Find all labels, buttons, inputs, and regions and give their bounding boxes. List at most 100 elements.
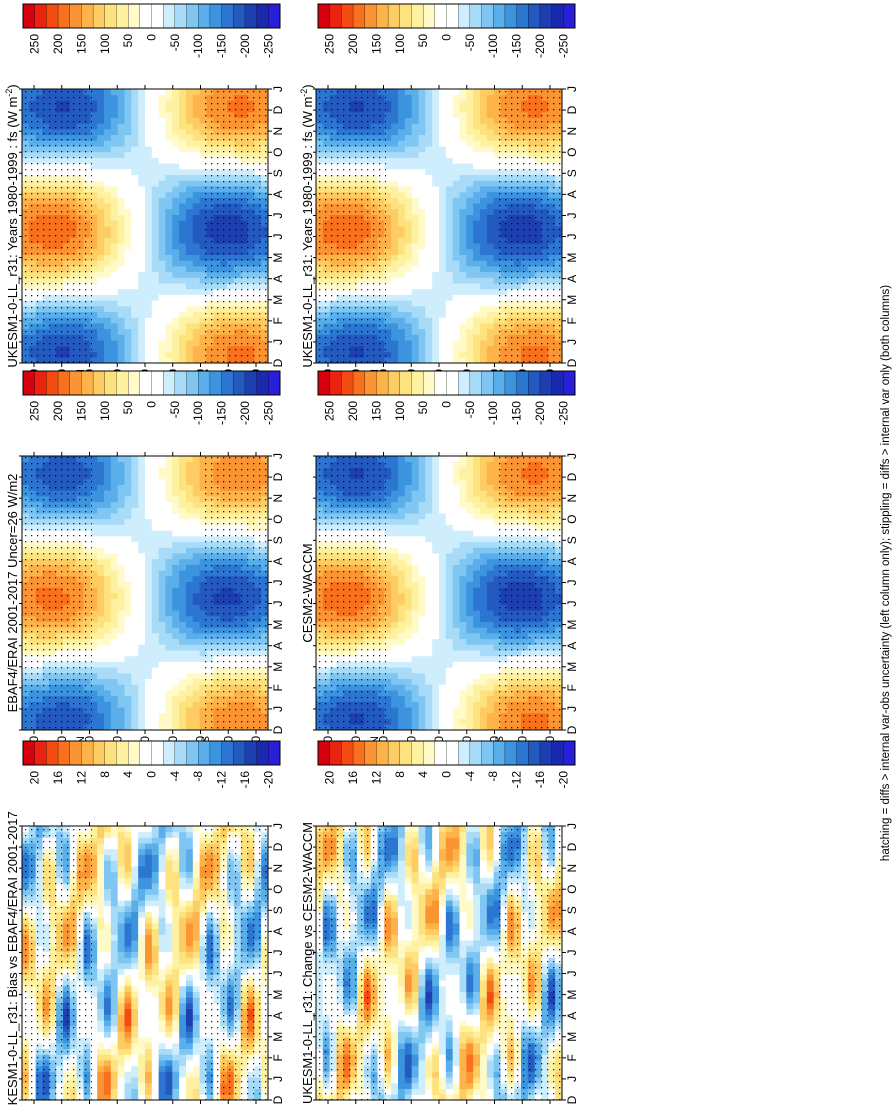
colorbar-swatch <box>174 370 187 396</box>
colorbar-swatch <box>163 370 176 396</box>
colorbar-tick-label: -4 <box>463 771 477 782</box>
colorbar-tick-label: 250 <box>323 34 337 54</box>
colorbar-tick-label: 8 <box>98 771 112 778</box>
colorbar-swatch <box>516 370 529 396</box>
month-tick-label: S <box>565 169 579 177</box>
colorbar-swatch <box>163 740 176 766</box>
colorbar-tick-label: 0 <box>440 34 454 41</box>
colorbar-tick-label: 8 <box>393 771 407 778</box>
colorbar-tick-label: -250 <box>556 34 570 58</box>
colorbar-swatch <box>446 3 459 29</box>
colorbar-swatch <box>244 740 258 766</box>
panel-title-end: ) <box>300 84 315 88</box>
stippling <box>202 826 268 1100</box>
colorbar-frame <box>317 740 576 766</box>
colorbar-swatch <box>116 3 129 29</box>
colorbar-tick-label: 0 <box>440 401 454 408</box>
colorbar-swatch <box>69 740 82 766</box>
colorbar-tick-label: 200 <box>51 34 65 54</box>
colorbar-swatch <box>352 370 366 396</box>
colorbar-tick-label: -250 <box>261 401 275 425</box>
month-tick-label: J <box>271 234 285 240</box>
colorbar-swatch <box>317 740 331 766</box>
colorbar-swatch <box>46 3 59 29</box>
month-tick-label: F <box>271 317 285 324</box>
panel-title: UKESM1-0-LL_r31: Years 1980-1999 : fs (W… <box>299 84 315 367</box>
month-tick-label: D <box>271 725 285 734</box>
colorbar-tick-label: -150 <box>510 34 524 58</box>
month-tick-label: J <box>565 601 579 607</box>
month-tick-label: J <box>271 86 285 92</box>
colorbar-swatch <box>481 740 494 766</box>
month-tick-label: F <box>271 1054 285 1061</box>
colorbar-swatch <box>376 370 389 396</box>
month-tick-label: M <box>271 1032 285 1042</box>
colorbar-swatch <box>233 3 246 29</box>
colorbar-swatch <box>329 370 342 396</box>
colorbar-swatch <box>268 740 281 766</box>
month-tick-label: N <box>271 494 285 503</box>
month-tick-label: M <box>271 253 285 263</box>
month-tick-label: N <box>271 127 285 136</box>
colorbar-swatch <box>481 3 494 29</box>
colorbar-tick-label: 0 <box>440 771 454 778</box>
colorbar-tick-label: -8 <box>191 771 205 782</box>
colorbar-swatch <box>376 740 389 766</box>
panel-title-superscript: -2 <box>4 89 14 97</box>
colorbar-tick-label: -16 <box>238 771 252 789</box>
colorbar-swatch <box>329 3 342 29</box>
colorbar-swatch <box>22 370 36 396</box>
colorbar-swatch <box>81 370 94 396</box>
colorbar-tick-label: 20 <box>323 771 337 785</box>
month-tick-label: D <box>565 105 579 114</box>
month-tick-label: M <box>271 295 285 305</box>
colorbar-swatch <box>493 740 506 766</box>
month-tick-label: A <box>271 190 285 198</box>
colorbar-swatch <box>376 3 389 29</box>
month-tick-label: J <box>271 339 285 345</box>
panel-4: 80604020020406080°N°SDJFMAMJJASONDJCESM2… <box>300 370 579 749</box>
month-tick-label: M <box>565 990 579 1000</box>
colorbar-swatch <box>458 3 471 29</box>
colorbar-swatch <box>116 370 129 396</box>
colorbar-swatch <box>151 370 164 396</box>
month-tick-label: A <box>565 275 579 283</box>
colorbar-tick-label: -100 <box>191 34 205 58</box>
colorbar-tick-label: -12 <box>510 771 524 789</box>
colorbar-swatch <box>352 3 366 29</box>
colorbar-swatch <box>469 740 482 766</box>
colorbar-swatch <box>104 740 117 766</box>
colorbar-swatch <box>46 740 59 766</box>
month-tick-label: S <box>271 169 285 177</box>
panel-5: 80604020020406080°N°SDJFMAMJJASONDJUKESM… <box>5 740 285 1105</box>
colorbar-tick-label: -50 <box>463 401 477 419</box>
month-tick-label: D <box>565 1095 579 1104</box>
month-tick-label: O <box>271 515 285 524</box>
colorbar-swatch <box>528 370 541 396</box>
colorbar-swatch <box>198 740 211 766</box>
colorbar-tick-label: -50 <box>168 401 182 419</box>
colorbar-tick-label: -8 <box>486 771 500 782</box>
colorbar-swatch <box>92 370 106 396</box>
colorbar-swatch <box>233 740 246 766</box>
colorbar-tick-label: 12 <box>74 771 88 785</box>
month-tick-label: J <box>565 339 579 345</box>
colorbar-tick-label: 200 <box>51 401 65 421</box>
panel-1: 80604020020406080°N°SDJFMAMJJASONDJUKESM… <box>4 3 285 382</box>
month-tick-label: J <box>565 453 579 459</box>
figure-footnote: hatching = diffs > internal var-obs unce… <box>880 285 892 861</box>
colorbar-tick-label: -200 <box>238 401 252 425</box>
colorbar-tick-label: 100 <box>98 34 112 54</box>
colorbar-tick-label: -200 <box>533 34 547 58</box>
month-tick-label: J <box>271 579 285 585</box>
month-tick-label: J <box>565 823 579 829</box>
colorbar-swatch <box>504 370 518 396</box>
colorbar-swatch <box>411 740 424 766</box>
latitude-tick-label: 0 <box>432 736 446 743</box>
month-tick-label: J <box>271 971 285 977</box>
colorbar-swatch <box>34 3 47 29</box>
stippling <box>22 89 92 363</box>
colorbar-swatch <box>387 3 401 29</box>
month-tick-label: A <box>271 1012 285 1020</box>
colorbar-swatch <box>151 3 164 29</box>
